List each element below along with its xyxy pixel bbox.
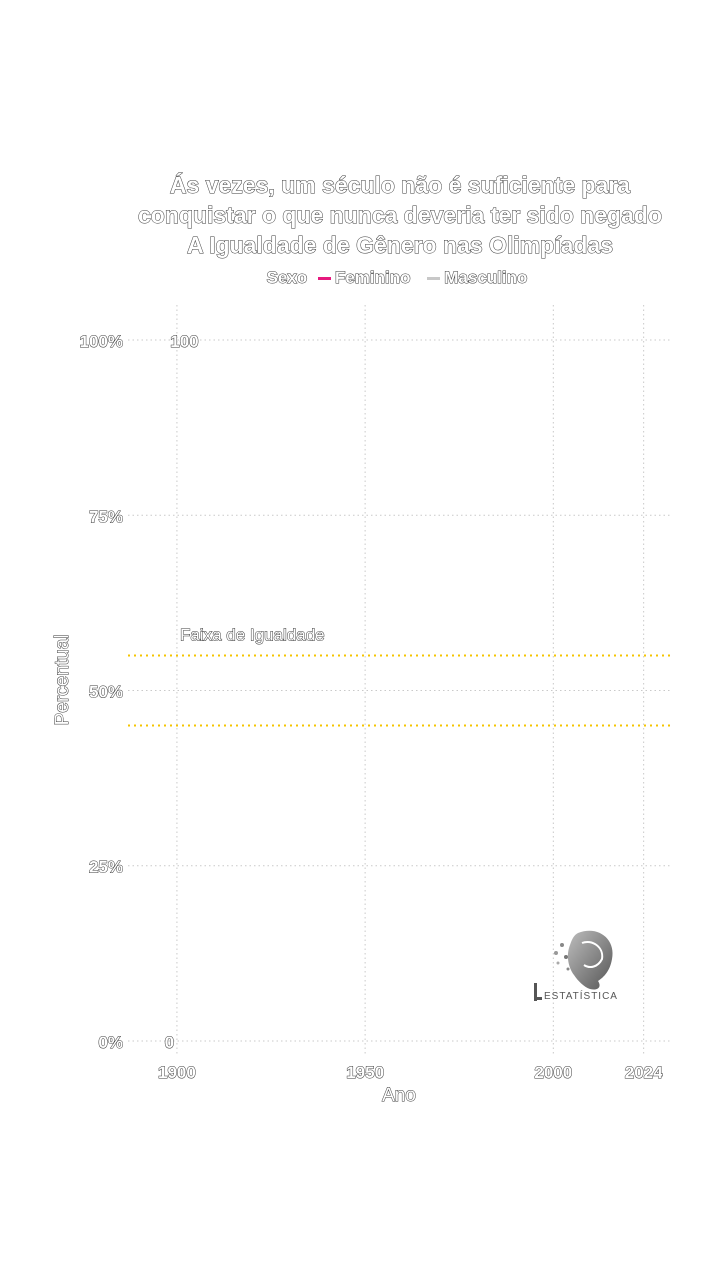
chart-title-line-1: Ás vezes, um século não é suficiente par… <box>169 172 631 199</box>
chart-title: Ás vezes, um século não é suficiente par… <box>0 170 720 260</box>
y-tick-label-0: 0% <box>98 1033 123 1052</box>
y-axis-label: Percentual <box>52 635 73 726</box>
x-tick-label-2000: 2000 <box>534 1063 572 1082</box>
logo-head-icon <box>534 930 613 1001</box>
legend-label-masculino: Masculino <box>444 268 528 288</box>
legend: Sexo Feminino Masculino <box>0 268 720 288</box>
y-tick-label-25: 25% <box>89 858 123 877</box>
y-tick-label-50: 50% <box>89 683 123 702</box>
legend-title: Sexo <box>266 268 308 288</box>
x-tick-label-1950: 1950 <box>346 1063 384 1082</box>
y-tick-label-75: 75% <box>89 507 123 526</box>
legend-key-feminino <box>317 277 331 281</box>
annotation-100: 100 <box>170 332 198 351</box>
chart-title-line-3: A Igualdade de Gênero nas Olimpíadas <box>186 232 614 259</box>
x-tick-label-2024: 2024 <box>625 1063 663 1082</box>
y-tick-label-100: 100% <box>80 332 123 351</box>
legend-key-masculino <box>427 277 441 281</box>
logo: ESTATÍSTICA <box>528 925 638 1010</box>
equality-band-label: Faixa de Igualdade <box>180 625 325 644</box>
x-axis-label: Ano <box>382 1085 416 1106</box>
chart-title-line-2: conquistar o que nunca deveria ter sido … <box>138 202 663 229</box>
legend-label-feminino: Feminino <box>334 268 411 288</box>
logo-text: ESTATÍSTICA <box>544 991 618 1002</box>
x-tick-label-1900: 1900 <box>158 1063 196 1082</box>
annotation-0: 0 <box>165 1033 174 1052</box>
